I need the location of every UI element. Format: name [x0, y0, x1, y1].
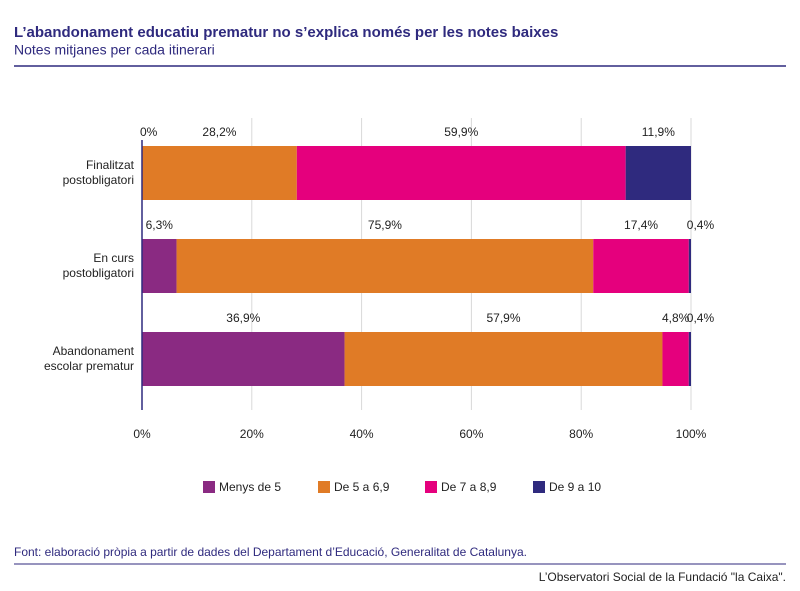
bar-segment — [688, 239, 691, 293]
bar-segment — [625, 146, 691, 200]
legend-swatch — [203, 481, 215, 493]
legend-swatch — [533, 481, 545, 493]
value-label: 0% — [140, 125, 158, 139]
x-tick-label: 100% — [676, 427, 707, 441]
legend-label: De 5 a 6,9 — [334, 480, 390, 494]
legend-label: Menys de 5 — [219, 480, 281, 494]
x-tick-label: 80% — [569, 427, 593, 441]
bar-segment — [142, 239, 177, 293]
bar-segment — [176, 239, 594, 293]
bar-segment — [593, 239, 689, 293]
value-label: 6,3% — [146, 218, 174, 232]
y-tick-label: En curs postobligatori — [62, 251, 134, 280]
value-label: 4,8% — [662, 311, 690, 325]
x-tick-label: 20% — [240, 427, 264, 441]
credit: L’Observatori Social de la Fundació "la … — [539, 570, 786, 584]
category-label-box: Finalitzat postobligatori — [62, 158, 134, 187]
chart-title: L’abandonament educatiu prematur no s’ex… — [14, 24, 558, 41]
category-label-box: Abandonament escolar prematur — [43, 344, 134, 373]
legend-swatch — [425, 481, 437, 493]
category-label-box: En curs postobligatori — [62, 251, 134, 280]
value-label: 17,4% — [624, 218, 658, 232]
y-tick-label: Finalitzat postobligatori — [62, 158, 134, 187]
bar-segment — [296, 146, 626, 200]
source-note: Font: elaboració pròpia a partir de dade… — [14, 545, 527, 559]
bar-segment — [142, 146, 297, 200]
value-label: 75,9% — [368, 218, 402, 232]
x-tick-label: 40% — [350, 427, 374, 441]
bar-segment — [688, 332, 691, 386]
y-tick-label: Abandonament escolar prematur — [43, 344, 134, 373]
x-tick-label: 60% — [459, 427, 483, 441]
bar-segment — [344, 332, 663, 386]
chart-subtitle: Notes mitjanes per cada itinerari — [14, 42, 215, 58]
value-label: 0,4% — [687, 218, 715, 232]
legend-label: De 7 a 8,9 — [441, 480, 497, 494]
x-tick-label: 0% — [133, 427, 151, 441]
value-label: 28,2% — [202, 125, 236, 139]
legend-swatch — [318, 481, 330, 493]
legend-label: De 9 a 10 — [549, 480, 601, 494]
value-label: 0,4% — [687, 311, 715, 325]
value-label: 11,9% — [642, 125, 675, 139]
bar-segment — [662, 332, 689, 386]
value-label: 36,9% — [226, 311, 260, 325]
bar-segment — [142, 332, 345, 386]
value-label: 57,9% — [487, 311, 521, 325]
value-label: 59,9% — [444, 125, 478, 139]
